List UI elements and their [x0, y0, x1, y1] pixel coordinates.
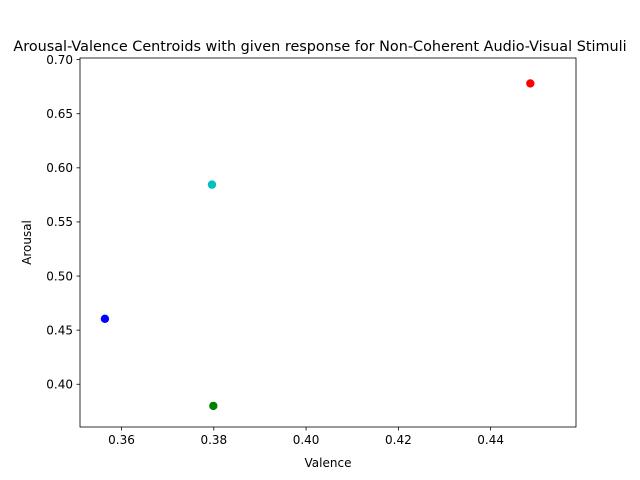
data-point [209, 401, 218, 411]
scatter-points [100, 79, 535, 411]
x-tick-label: 0.40 [293, 433, 320, 447]
y-tick-label: 0.50 [46, 269, 73, 283]
x-tick-label: 0.44 [477, 433, 504, 447]
y-tick-label: 0.45 [46, 323, 73, 337]
chart-title: Arousal-Valence Centroids with given res… [13, 39, 626, 55]
x-tick-label: 0.42 [385, 433, 412, 447]
y-axis-label: Arousal [20, 220, 34, 265]
x-tick-label: 0.38 [200, 433, 227, 447]
data-point [100, 314, 110, 323]
y-tick-label: 0.40 [46, 378, 73, 392]
y-tick-label: 0.70 [46, 53, 73, 67]
y-tick-label: 0.65 [46, 107, 73, 121]
y-axis: 0.40 0.45 0.50 0.55 0.60 0.65 0.70 [46, 53, 80, 392]
x-axis-label: Valence [305, 456, 352, 470]
plot-area [80, 58, 576, 427]
data-point [526, 79, 535, 88]
data-point [207, 180, 217, 189]
y-tick-label: 0.55 [46, 215, 73, 229]
x-tick-label: 0.36 [108, 433, 135, 447]
y-tick-label: 0.60 [46, 161, 73, 175]
x-axis: 0.36 0.38 0.40 0.42 0.44 [108, 427, 504, 447]
plot-frame [79, 57, 577, 428]
